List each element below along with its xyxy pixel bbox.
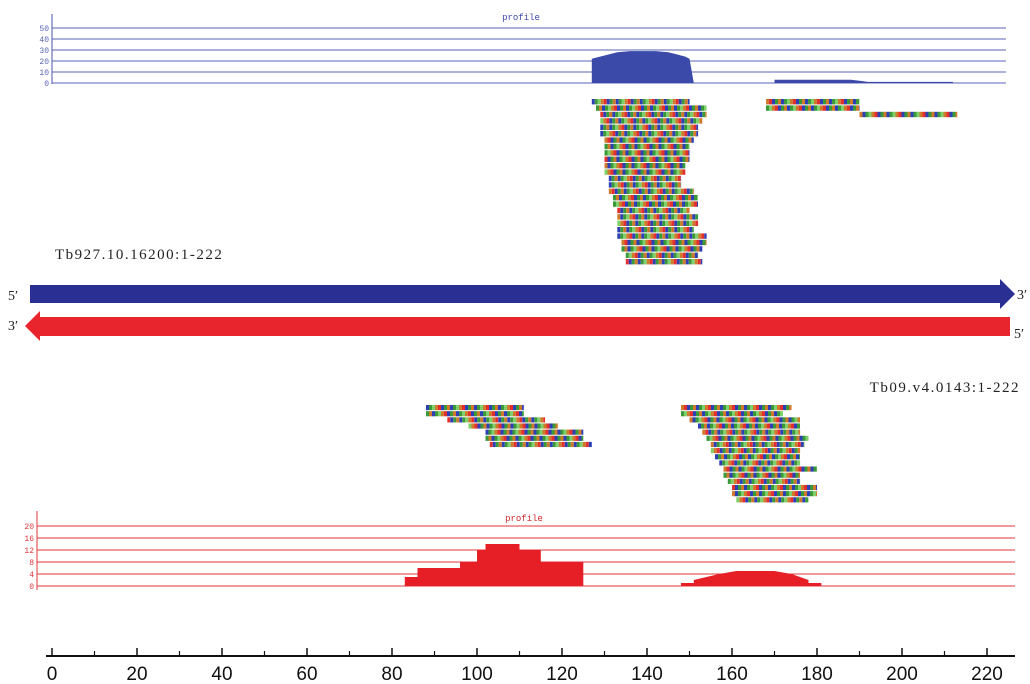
position-axis-tick-label: 40 [211, 664, 232, 684]
top-read-stack [591, 99, 958, 265]
top-read [600, 131, 699, 137]
bottom-read [681, 405, 792, 411]
top-read [625, 252, 699, 258]
reverse-gene-name: Tb09.v4.0143:1-222 [870, 380, 1020, 396]
top-read [617, 220, 699, 226]
bottom-read [468, 423, 558, 429]
top-read [600, 124, 699, 130]
bottom-read [736, 497, 809, 503]
top-profile-label: profile [502, 13, 540, 23]
top-read [604, 137, 694, 143]
top-read [604, 143, 690, 150]
top-read [604, 156, 690, 162]
position-axis-tick-label: 120 [546, 664, 578, 684]
position-axis-tick-label: 80 [381, 664, 402, 684]
top-read [617, 233, 707, 239]
top-read [596, 105, 707, 111]
bottom-read [732, 491, 817, 497]
bottom-read [715, 454, 800, 460]
top-read [604, 150, 690, 156]
top-coverage-profile [591, 51, 953, 83]
position-axis-tick-label: 140 [631, 664, 663, 684]
bottom-read [447, 417, 546, 423]
position-axis-tick-label: 200 [886, 664, 918, 684]
bottom-read [727, 478, 801, 484]
bottom-profile-tick-label: 8 [29, 559, 34, 568]
top-read [608, 188, 694, 194]
top-read [621, 239, 707, 246]
bottom-read [681, 411, 783, 417]
top-profile-tick-label: 0 [44, 80, 49, 89]
top-read [613, 201, 698, 207]
top-read [604, 163, 686, 169]
top-read [625, 259, 703, 265]
reverse-gene-start-label: 3′ [8, 319, 18, 334]
top-read [617, 214, 699, 220]
forward-gene-end-label: 3′ [1017, 288, 1027, 303]
top-read [617, 227, 694, 233]
top-read [613, 195, 698, 201]
bottom-read [710, 448, 801, 454]
bottom-read [723, 466, 817, 472]
bottom-read [426, 405, 524, 411]
top-read [600, 111, 707, 118]
forward-gene-start-label: 5′ [8, 289, 18, 304]
top-profile-tick-label: 30 [39, 47, 49, 56]
top-read [600, 118, 703, 124]
top-profile-tick-label: 40 [39, 36, 49, 45]
bottom-read [489, 441, 592, 448]
position-axis-tick-label: 160 [716, 664, 748, 684]
bottom-profile-tick-label: 16 [24, 535, 34, 544]
bottom-profile-tick-label: 4 [29, 571, 34, 580]
reverse-gene-end-label: 5′ [1014, 327, 1024, 342]
bottom-profile-tick-label: 0 [29, 583, 34, 592]
position-axis: 0 20 40 60 80 100 120 140 160 180 200 220 [46, 648, 1015, 684]
position-axis-tick-label: 220 [971, 664, 1003, 684]
bottom-read [485, 429, 584, 435]
top-read [591, 99, 690, 105]
position-axis-tick-label: 180 [801, 664, 833, 684]
bottom-profile-track: 20 16 12 8 4 0 profile [24, 511, 1015, 592]
forward-gene-name: Tb927.10.16200:1-222 [55, 247, 223, 263]
bottom-read [732, 484, 817, 491]
top-read [766, 99, 860, 105]
bottom-read [706, 435, 809, 441]
bottom-read [723, 472, 800, 478]
bottom-coverage-profile [404, 544, 822, 586]
top-profile-track: 50 40 30 20 10 0 profile [39, 13, 1006, 265]
top-profile-tick-label: 50 [39, 25, 49, 34]
bottom-read [485, 435, 584, 441]
bottom-read [719, 460, 801, 466]
top-read [766, 105, 860, 111]
bottom-profile-tick-label: 20 [24, 523, 34, 532]
position-axis-tick-label: 20 [126, 664, 147, 684]
top-read [608, 182, 682, 188]
bottom-read [710, 441, 805, 448]
bottom-profile-label: profile [505, 514, 543, 524]
top-read [604, 169, 686, 175]
forward-gene-arrow [30, 279, 1015, 309]
bottom-read-stack [426, 405, 817, 503]
top-read [608, 175, 682, 182]
top-read [617, 207, 690, 214]
bottom-profile-tick-label: 12 [24, 547, 34, 556]
top-profile-tick-label: 20 [39, 58, 49, 67]
reverse-gene-arrow [25, 311, 1010, 341]
bottom-read [426, 411, 524, 417]
top-read [859, 111, 958, 118]
bottom-read [702, 429, 801, 435]
bottom-read [689, 417, 800, 423]
bottom-read [698, 423, 800, 429]
top-read [621, 246, 703, 252]
top-profile-tick-label: 10 [39, 69, 49, 78]
position-axis-tick-label: 60 [296, 664, 317, 684]
position-axis-tick-label: 0 [47, 664, 58, 684]
position-axis-tick-label: 100 [461, 664, 493, 684]
